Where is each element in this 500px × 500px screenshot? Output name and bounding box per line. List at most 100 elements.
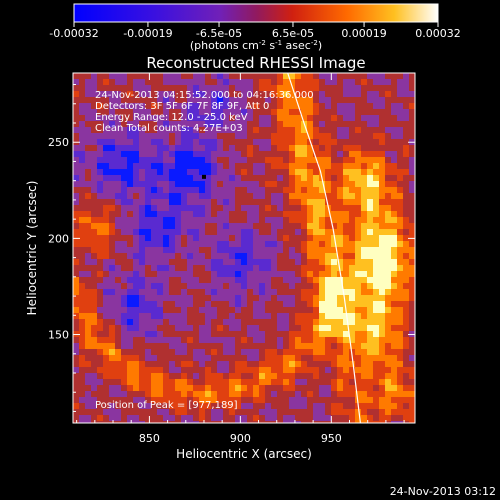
heatmap-cell xyxy=(331,151,337,157)
heatmap-cell xyxy=(331,187,337,193)
heatmap-cell xyxy=(199,301,205,307)
heatmap-cell xyxy=(379,229,385,235)
heatmap-cell xyxy=(289,349,295,355)
heatmap-cell xyxy=(115,97,121,103)
heatmap-cell xyxy=(163,265,169,271)
heatmap-cell xyxy=(169,343,175,349)
heatmap-cell xyxy=(355,175,361,181)
heatmap-cell xyxy=(169,193,175,199)
heatmap-cell xyxy=(385,235,391,241)
heatmap-cell xyxy=(313,373,319,379)
heatmap-cell xyxy=(229,259,235,265)
heatmap-cell xyxy=(403,283,409,289)
heatmap-cell xyxy=(241,391,247,397)
heatmap-cell xyxy=(271,415,277,421)
heatmap-cell xyxy=(151,133,157,139)
heatmap-cell xyxy=(397,415,403,421)
heatmap-cell xyxy=(403,295,409,301)
heatmap-cell xyxy=(367,205,373,211)
heatmap-cell xyxy=(253,133,259,139)
heatmap-cell xyxy=(355,307,361,313)
heatmap-cell xyxy=(241,157,247,163)
heatmap-cell xyxy=(175,415,181,421)
heatmap-cell xyxy=(103,187,109,193)
heatmap-cell xyxy=(211,241,217,247)
heatmap-cell xyxy=(325,391,331,397)
heatmap-cell xyxy=(325,241,331,247)
heatmap-cell xyxy=(319,415,325,421)
heatmap-cell xyxy=(163,145,169,151)
heatmap-cell xyxy=(331,385,337,391)
heatmap-cell xyxy=(91,157,97,163)
heatmap-cell xyxy=(127,373,133,379)
heatmap-cell xyxy=(379,169,385,175)
heatmap-cell xyxy=(181,361,187,367)
heatmap-cell xyxy=(187,79,193,85)
heatmap-cell xyxy=(325,247,331,253)
heatmap-cell xyxy=(121,229,127,235)
heatmap-cell xyxy=(97,97,103,103)
heatmap-cell xyxy=(163,367,169,373)
heatmap-cell xyxy=(289,379,295,385)
heatmap-cell xyxy=(265,85,271,91)
heatmap-cell xyxy=(217,199,223,205)
heatmap-cell xyxy=(259,289,265,295)
heatmap-cell xyxy=(355,271,361,277)
heatmap-cell xyxy=(193,415,199,421)
heatmap-cell xyxy=(175,277,181,283)
heatmap-cell xyxy=(355,133,361,139)
heatmap-cell xyxy=(409,223,415,229)
heatmap-cell xyxy=(217,349,223,355)
heatmap-cell xyxy=(157,199,163,205)
heatmap-cell xyxy=(295,169,301,175)
heatmap-cell xyxy=(247,421,253,423)
heatmap-cell xyxy=(205,133,211,139)
heatmap-cell xyxy=(277,391,283,397)
heatmap-cell xyxy=(265,403,271,409)
heatmap-cell xyxy=(139,133,145,139)
heatmap-cell xyxy=(301,193,307,199)
heatmap-cell xyxy=(391,199,397,205)
heatmap-cell xyxy=(229,163,235,169)
heatmap-cell xyxy=(223,145,229,151)
heatmap-cell xyxy=(343,367,349,373)
heatmap-cell xyxy=(205,223,211,229)
heatmap-cell xyxy=(271,277,277,283)
heatmap-cell xyxy=(403,259,409,265)
heatmap-cell xyxy=(343,355,349,361)
heatmap-cell xyxy=(133,181,139,187)
heatmap-cell xyxy=(79,409,85,415)
heatmap-cell xyxy=(163,175,169,181)
heatmap-cell xyxy=(355,169,361,175)
heatmap-cell xyxy=(169,253,175,259)
heatmap-cell xyxy=(379,253,385,259)
heatmap-cell xyxy=(187,187,193,193)
heatmap-cell xyxy=(151,247,157,253)
heatmap-cell xyxy=(301,367,307,373)
heatmap-cell xyxy=(361,151,367,157)
heatmap-cell xyxy=(277,409,283,415)
heatmap-cell xyxy=(235,91,241,97)
heatmap-cell xyxy=(325,85,331,91)
heatmap-cell xyxy=(127,139,133,145)
heatmap-cell xyxy=(397,205,403,211)
heatmap-cell xyxy=(205,235,211,241)
heatmap-cell xyxy=(313,199,319,205)
heatmap-cell xyxy=(121,421,127,423)
heatmap-cell xyxy=(295,211,301,217)
heatmap-cell xyxy=(307,151,313,157)
heatmap-cell xyxy=(91,103,97,109)
heatmap-cell xyxy=(295,271,301,277)
heatmap-cell xyxy=(157,421,163,423)
heatmap-cell xyxy=(241,85,247,91)
heatmap-cell xyxy=(277,355,283,361)
heatmap-cell xyxy=(187,289,193,295)
heatmap-cell xyxy=(103,169,109,175)
heatmap-cell xyxy=(253,97,259,103)
heatmap-cell xyxy=(247,331,253,337)
heatmap-cell xyxy=(325,109,331,115)
heatmap-cell xyxy=(175,343,181,349)
heatmap-cell xyxy=(379,199,385,205)
heatmap-cell xyxy=(157,247,163,253)
heatmap-cell xyxy=(331,109,337,115)
